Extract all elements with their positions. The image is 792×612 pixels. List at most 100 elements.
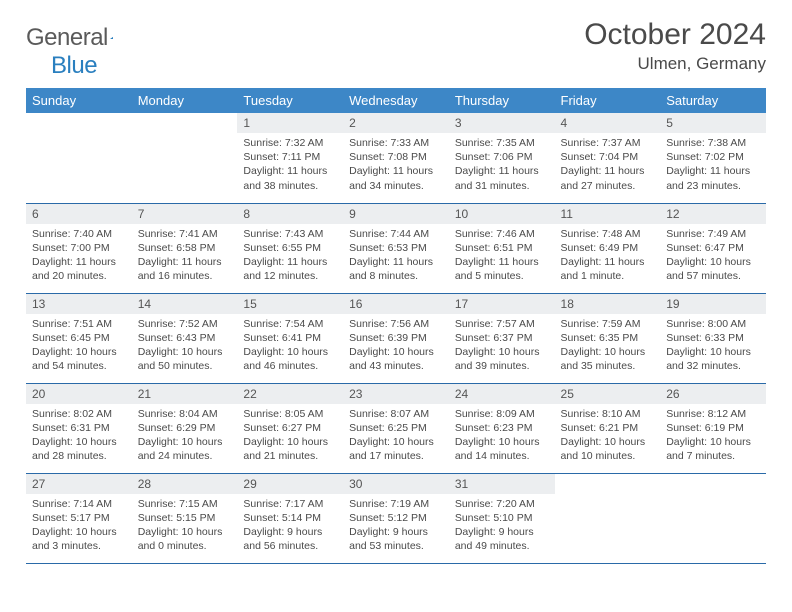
day-details: Sunrise: 7:37 AMSunset: 7:04 PMDaylight:… bbox=[555, 133, 661, 199]
day-number: 27 bbox=[26, 474, 132, 494]
day-details: Sunrise: 7:19 AMSunset: 5:12 PMDaylight:… bbox=[343, 494, 449, 560]
day-details: Sunrise: 8:07 AMSunset: 6:25 PMDaylight:… bbox=[343, 404, 449, 470]
calendar-day-cell: 7Sunrise: 7:41 AMSunset: 6:58 PMDaylight… bbox=[132, 203, 238, 293]
calendar-day-cell: 29Sunrise: 7:17 AMSunset: 5:14 PMDayligh… bbox=[237, 473, 343, 563]
calendar-day-cell: 2Sunrise: 7:33 AMSunset: 7:08 PMDaylight… bbox=[343, 113, 449, 203]
day-details: Sunrise: 7:14 AMSunset: 5:17 PMDaylight:… bbox=[26, 494, 132, 560]
calendar-day-cell: 17Sunrise: 7:57 AMSunset: 6:37 PMDayligh… bbox=[449, 293, 555, 383]
logo: General bbox=[26, 18, 132, 52]
calendar-day-cell: 14Sunrise: 7:52 AMSunset: 6:43 PMDayligh… bbox=[132, 293, 238, 383]
calendar-day-cell: 11Sunrise: 7:48 AMSunset: 6:49 PMDayligh… bbox=[555, 203, 661, 293]
day-details: Sunrise: 7:40 AMSunset: 7:00 PMDaylight:… bbox=[26, 224, 132, 290]
day-number: 21 bbox=[132, 384, 238, 404]
day-details: Sunrise: 7:49 AMSunset: 6:47 PMDaylight:… bbox=[660, 224, 766, 290]
day-number: 8 bbox=[237, 204, 343, 224]
calendar-day-cell: 25Sunrise: 8:10 AMSunset: 6:21 PMDayligh… bbox=[555, 383, 661, 473]
day-number: 30 bbox=[343, 474, 449, 494]
calendar-week-row: 13Sunrise: 7:51 AMSunset: 6:45 PMDayligh… bbox=[26, 293, 766, 383]
calendar-day-cell: 13Sunrise: 7:51 AMSunset: 6:45 PMDayligh… bbox=[26, 293, 132, 383]
weekday-header-row: Sunday Monday Tuesday Wednesday Thursday… bbox=[26, 88, 766, 113]
day-number: 14 bbox=[132, 294, 238, 314]
calendar-day-cell: 6Sunrise: 7:40 AMSunset: 7:00 PMDaylight… bbox=[26, 203, 132, 293]
day-details: Sunrise: 7:33 AMSunset: 7:08 PMDaylight:… bbox=[343, 133, 449, 199]
day-number: 1 bbox=[237, 113, 343, 133]
calendar-day-cell: 10Sunrise: 7:46 AMSunset: 6:51 PMDayligh… bbox=[449, 203, 555, 293]
calendar-day-cell: 27Sunrise: 7:14 AMSunset: 5:17 PMDayligh… bbox=[26, 473, 132, 563]
day-number: 15 bbox=[237, 294, 343, 314]
day-number: 12 bbox=[660, 204, 766, 224]
day-details: Sunrise: 7:17 AMSunset: 5:14 PMDaylight:… bbox=[237, 494, 343, 560]
day-details: Sunrise: 8:09 AMSunset: 6:23 PMDaylight:… bbox=[449, 404, 555, 470]
calendar-day-cell: 22Sunrise: 8:05 AMSunset: 6:27 PMDayligh… bbox=[237, 383, 343, 473]
calendar-day-cell: 19Sunrise: 8:00 AMSunset: 6:33 PMDayligh… bbox=[660, 293, 766, 383]
day-details: Sunrise: 8:04 AMSunset: 6:29 PMDaylight:… bbox=[132, 404, 238, 470]
weekday-header: Sunday bbox=[26, 88, 132, 113]
month-title: October 2024 bbox=[584, 18, 766, 52]
day-details: Sunrise: 7:59 AMSunset: 6:35 PMDaylight:… bbox=[555, 314, 661, 380]
calendar-day-cell: 31Sunrise: 7:20 AMSunset: 5:10 PMDayligh… bbox=[449, 473, 555, 563]
weekday-header: Tuesday bbox=[237, 88, 343, 113]
day-details: Sunrise: 7:46 AMSunset: 6:51 PMDaylight:… bbox=[449, 224, 555, 290]
weekday-header: Saturday bbox=[660, 88, 766, 113]
calendar-day-cell: .. bbox=[132, 113, 238, 203]
calendar-day-cell: 21Sunrise: 8:04 AMSunset: 6:29 PMDayligh… bbox=[132, 383, 238, 473]
day-details: Sunrise: 7:20 AMSunset: 5:10 PMDaylight:… bbox=[449, 494, 555, 560]
calendar-day-cell: 16Sunrise: 7:56 AMSunset: 6:39 PMDayligh… bbox=[343, 293, 449, 383]
logo-word2: Blue bbox=[26, 52, 97, 79]
calendar-day-cell: 8Sunrise: 7:43 AMSunset: 6:55 PMDaylight… bbox=[237, 203, 343, 293]
day-details: Sunrise: 7:54 AMSunset: 6:41 PMDaylight:… bbox=[237, 314, 343, 380]
day-number: 24 bbox=[449, 384, 555, 404]
calendar-day-cell: 18Sunrise: 7:59 AMSunset: 6:35 PMDayligh… bbox=[555, 293, 661, 383]
day-details: Sunrise: 7:52 AMSunset: 6:43 PMDaylight:… bbox=[132, 314, 238, 380]
calendar-day-cell: 4Sunrise: 7:37 AMSunset: 7:04 PMDaylight… bbox=[555, 113, 661, 203]
day-details: Sunrise: 7:51 AMSunset: 6:45 PMDaylight:… bbox=[26, 314, 132, 380]
day-details: Sunrise: 8:10 AMSunset: 6:21 PMDaylight:… bbox=[555, 404, 661, 470]
day-number: 10 bbox=[449, 204, 555, 224]
day-number: 7 bbox=[132, 204, 238, 224]
day-number: 23 bbox=[343, 384, 449, 404]
calendar-day-cell: .. bbox=[555, 473, 661, 563]
calendar-day-cell: 1Sunrise: 7:32 AMSunset: 7:11 PMDaylight… bbox=[237, 113, 343, 203]
day-number: 11 bbox=[555, 204, 661, 224]
day-details: Sunrise: 7:44 AMSunset: 6:53 PMDaylight:… bbox=[343, 224, 449, 290]
calendar-week-row: ....1Sunrise: 7:32 AMSunset: 7:11 PMDayl… bbox=[26, 113, 766, 203]
day-number: 31 bbox=[449, 474, 555, 494]
calendar-day-cell: 5Sunrise: 7:38 AMSunset: 7:02 PMDaylight… bbox=[660, 113, 766, 203]
calendar-day-cell: 23Sunrise: 8:07 AMSunset: 6:25 PMDayligh… bbox=[343, 383, 449, 473]
calendar-week-row: 27Sunrise: 7:14 AMSunset: 5:17 PMDayligh… bbox=[26, 473, 766, 563]
day-number: 29 bbox=[237, 474, 343, 494]
day-number: 3 bbox=[449, 113, 555, 133]
day-details: Sunrise: 7:41 AMSunset: 6:58 PMDaylight:… bbox=[132, 224, 238, 290]
day-details: Sunrise: 8:02 AMSunset: 6:31 PMDaylight:… bbox=[26, 404, 132, 470]
day-details: Sunrise: 7:48 AMSunset: 6:49 PMDaylight:… bbox=[555, 224, 661, 290]
calendar-day-cell: .. bbox=[660, 473, 766, 563]
day-number: 19 bbox=[660, 294, 766, 314]
day-number: 28 bbox=[132, 474, 238, 494]
calendar-table: Sunday Monday Tuesday Wednesday Thursday… bbox=[26, 88, 766, 564]
day-number: 22 bbox=[237, 384, 343, 404]
day-number: 5 bbox=[660, 113, 766, 133]
calendar-day-cell: 9Sunrise: 7:44 AMSunset: 6:53 PMDaylight… bbox=[343, 203, 449, 293]
day-number: 25 bbox=[555, 384, 661, 404]
day-details: Sunrise: 8:12 AMSunset: 6:19 PMDaylight:… bbox=[660, 404, 766, 470]
weekday-header: Wednesday bbox=[343, 88, 449, 113]
day-details: Sunrise: 7:15 AMSunset: 5:15 PMDaylight:… bbox=[132, 494, 238, 560]
calendar-day-cell: 26Sunrise: 8:12 AMSunset: 6:19 PMDayligh… bbox=[660, 383, 766, 473]
day-number: 20 bbox=[26, 384, 132, 404]
calendar-day-cell: 28Sunrise: 7:15 AMSunset: 5:15 PMDayligh… bbox=[132, 473, 238, 563]
logo-triangle-icon bbox=[110, 30, 113, 46]
day-number: 26 bbox=[660, 384, 766, 404]
calendar-day-cell: 15Sunrise: 7:54 AMSunset: 6:41 PMDayligh… bbox=[237, 293, 343, 383]
calendar-day-cell: 12Sunrise: 7:49 AMSunset: 6:47 PMDayligh… bbox=[660, 203, 766, 293]
calendar-week-row: 6Sunrise: 7:40 AMSunset: 7:00 PMDaylight… bbox=[26, 203, 766, 293]
weekday-header: Monday bbox=[132, 88, 238, 113]
day-number: 4 bbox=[555, 113, 661, 133]
day-number: 13 bbox=[26, 294, 132, 314]
calendar-day-cell: 24Sunrise: 8:09 AMSunset: 6:23 PMDayligh… bbox=[449, 383, 555, 473]
day-details: Sunrise: 7:38 AMSunset: 7:02 PMDaylight:… bbox=[660, 133, 766, 199]
day-details: Sunrise: 8:05 AMSunset: 6:27 PMDaylight:… bbox=[237, 404, 343, 470]
weekday-header: Friday bbox=[555, 88, 661, 113]
day-number: 17 bbox=[449, 294, 555, 314]
day-details: Sunrise: 8:00 AMSunset: 6:33 PMDaylight:… bbox=[660, 314, 766, 380]
day-number: 9 bbox=[343, 204, 449, 224]
